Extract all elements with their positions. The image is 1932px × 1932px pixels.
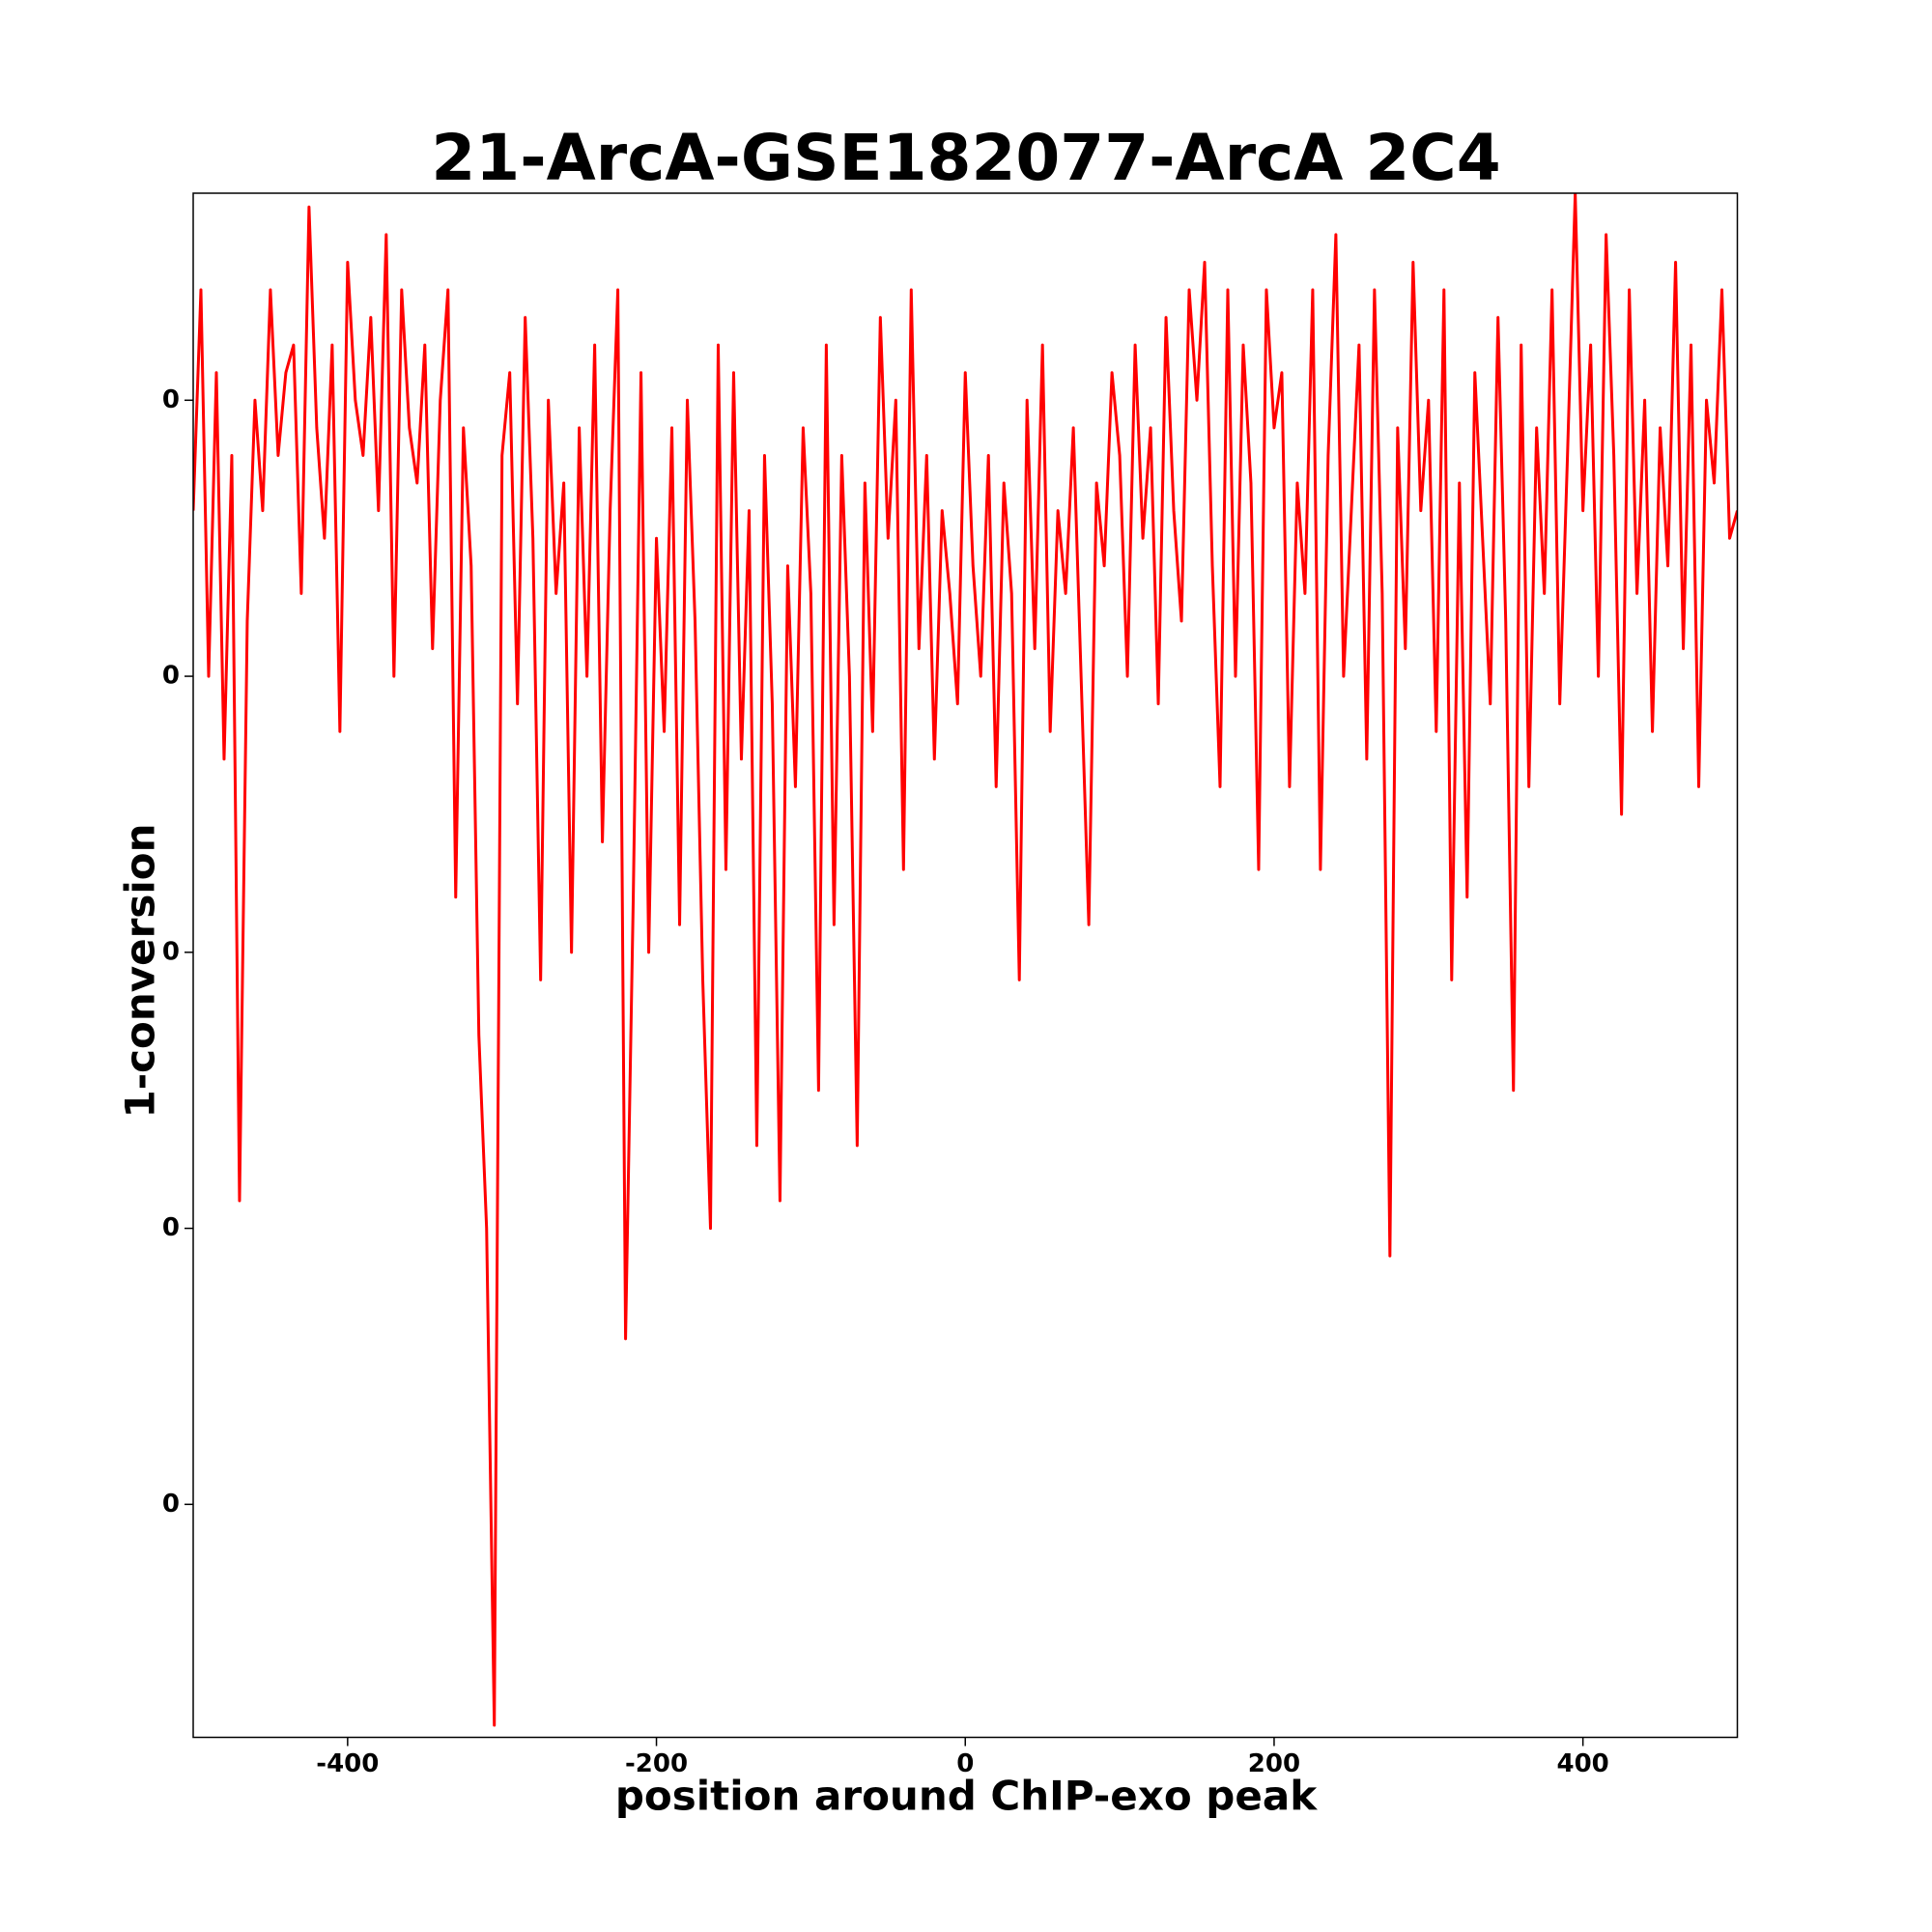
plot-frame <box>192 192 1739 1739</box>
y-tick-label: 0 <box>162 662 180 691</box>
y-tick-label: 0 <box>162 1490 180 1519</box>
y-axis-label: 1-conversion <box>117 823 164 1118</box>
y-tick-label: 0 <box>162 937 180 966</box>
chart-title: 21-ArcA-GSE182077-ArcA 2C4 <box>431 121 1500 195</box>
x-tick-label: 0 <box>956 1749 974 1778</box>
x-tick-label: 400 <box>1557 1749 1609 1778</box>
y-tick-label: 0 <box>162 1213 180 1242</box>
y-tick-label: 0 <box>162 385 180 414</box>
data-line <box>193 193 1738 1727</box>
x-tick-label: -200 <box>625 1749 688 1778</box>
x-axis-label: position around ChIP-exo peak <box>615 1773 1318 1820</box>
x-tick-label: 200 <box>1248 1749 1300 1778</box>
x-tick-label: -400 <box>316 1749 379 1778</box>
